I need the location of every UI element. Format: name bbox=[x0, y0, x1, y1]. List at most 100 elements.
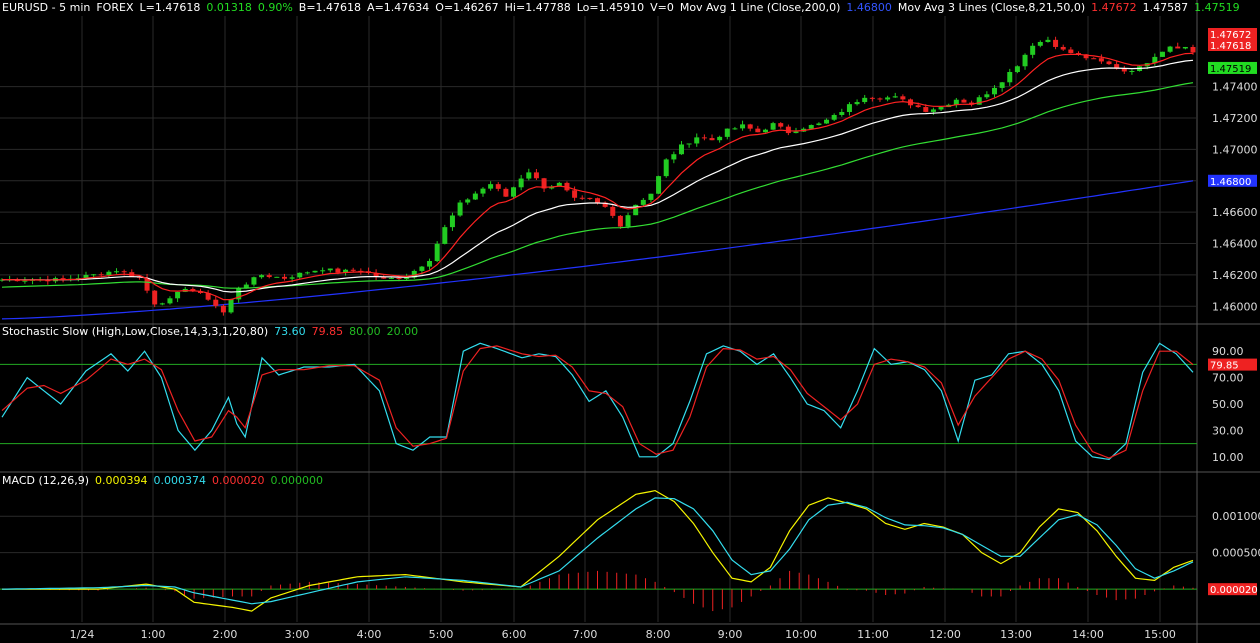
candle-body bbox=[671, 154, 677, 160]
candle-body bbox=[281, 276, 287, 279]
price-axis-tick: 1.47000 bbox=[1212, 143, 1258, 156]
candle-body bbox=[846, 104, 852, 112]
candle-body bbox=[740, 124, 746, 129]
time-axis-tick: 7:00 bbox=[573, 628, 598, 641]
stoch-k-value: 73.60 bbox=[274, 325, 306, 338]
candle-body bbox=[205, 293, 211, 300]
candle-body bbox=[732, 128, 738, 130]
ma3-value-2: 1.47587 bbox=[1142, 1, 1189, 14]
candle-body bbox=[701, 137, 707, 139]
candle-body bbox=[862, 97, 868, 103]
candle-body bbox=[541, 178, 547, 189]
candle-body bbox=[472, 193, 478, 200]
candle-body bbox=[762, 129, 768, 133]
low-price: Lo=1.45910 bbox=[576, 1, 645, 14]
candle-body bbox=[511, 187, 517, 197]
candle-body bbox=[144, 277, 150, 291]
candle-body bbox=[610, 206, 616, 216]
candle-body bbox=[236, 288, 242, 300]
ma8-value-tag-bg bbox=[1208, 28, 1257, 40]
candle-body bbox=[839, 111, 845, 115]
candle-body bbox=[747, 124, 753, 129]
candle-body bbox=[938, 107, 944, 110]
candle-body bbox=[1045, 39, 1051, 42]
candle-body bbox=[999, 82, 1005, 88]
candle-body bbox=[327, 268, 333, 271]
candle-body bbox=[770, 123, 776, 130]
stoch-upper-value: 80.00 bbox=[349, 325, 381, 338]
candle-body bbox=[686, 143, 692, 145]
candle-body bbox=[854, 102, 860, 105]
candle-body bbox=[930, 109, 936, 112]
ma50-value-tag: 1.47519 bbox=[1210, 64, 1251, 75]
time-axis-tick: 3:00 bbox=[285, 628, 310, 641]
candle-body bbox=[717, 136, 723, 141]
candle-body bbox=[480, 188, 486, 194]
candle-body bbox=[824, 119, 830, 124]
time-axis-tick: 9:00 bbox=[718, 628, 743, 641]
macd-line bbox=[2, 489, 1194, 612]
candle-body bbox=[816, 123, 822, 126]
stoch-d-tag: 79.85 bbox=[1210, 361, 1239, 372]
candle-body bbox=[396, 277, 402, 279]
stoch-axis-tick: 90.00 bbox=[1212, 345, 1244, 358]
candle-body bbox=[915, 105, 921, 108]
candle-body bbox=[892, 96, 898, 98]
candle-body bbox=[648, 193, 654, 200]
last-price-tag-bg bbox=[1208, 39, 1257, 51]
candle-body bbox=[1030, 45, 1036, 55]
time-axis-tick: 2:00 bbox=[213, 628, 238, 641]
candle-body bbox=[121, 271, 127, 273]
candle-body bbox=[266, 275, 272, 278]
stoch-axis-tick: 30.00 bbox=[1212, 424, 1244, 437]
candle-body bbox=[1190, 46, 1196, 53]
candle-body bbox=[724, 128, 730, 137]
change-pct: 0.90% bbox=[257, 1, 293, 14]
candle-body bbox=[640, 199, 646, 205]
candle-body bbox=[1159, 51, 1165, 57]
time-axis-tick: 11:00 bbox=[857, 628, 889, 641]
candle-body bbox=[106, 271, 112, 276]
candle-body bbox=[969, 102, 975, 105]
candle-body bbox=[259, 275, 265, 278]
candle-body bbox=[1083, 54, 1089, 59]
ma200-value-tag: 1.46800 bbox=[1210, 177, 1251, 188]
candle-body bbox=[877, 98, 883, 100]
candle-body bbox=[984, 94, 990, 98]
ma1-label: Mov Avg 1 Line (Close,200,0) bbox=[679, 1, 841, 14]
time-axis-tick: 12:00 bbox=[929, 628, 961, 641]
candle-body bbox=[449, 215, 455, 228]
candle-body bbox=[388, 277, 394, 279]
candle-body bbox=[885, 97, 891, 100]
candle-body bbox=[1106, 61, 1112, 65]
ma3-label: Mov Avg 3 Lines (Close,8,21,50,0) bbox=[897, 1, 1086, 14]
candle-body bbox=[953, 99, 959, 105]
time-axis-tick: 10:00 bbox=[785, 628, 817, 641]
stoch-d-value: 79.85 bbox=[311, 325, 344, 338]
candle-body bbox=[778, 123, 784, 127]
candle-body bbox=[869, 97, 875, 99]
stoch-axis-tick: 70.00 bbox=[1212, 372, 1244, 385]
price-panel-header: EURUSD - 5 min FOREX L=1.47618 0.01318 0.90%… bbox=[2, 1, 1246, 15]
macd-histogram bbox=[11, 570, 1194, 612]
candle-body bbox=[350, 269, 356, 271]
candle-body bbox=[992, 87, 997, 95]
candle-body bbox=[457, 202, 463, 216]
candle-body bbox=[923, 107, 929, 112]
candle-body bbox=[427, 261, 433, 267]
candle-body bbox=[1068, 49, 1074, 54]
ask-price: A=1.47634 bbox=[367, 1, 430, 14]
candle-body bbox=[91, 274, 97, 276]
candle-body bbox=[419, 266, 425, 271]
candle-body bbox=[152, 290, 158, 305]
candle-body bbox=[220, 305, 226, 313]
price-axis-tick: 1.46400 bbox=[1212, 238, 1258, 251]
candle-body bbox=[1121, 68, 1127, 72]
candle-body bbox=[793, 131, 799, 134]
candle-body bbox=[22, 280, 28, 282]
candle-body bbox=[1175, 46, 1181, 49]
ma50-line bbox=[1, 82, 1194, 289]
candle-body bbox=[488, 184, 494, 189]
